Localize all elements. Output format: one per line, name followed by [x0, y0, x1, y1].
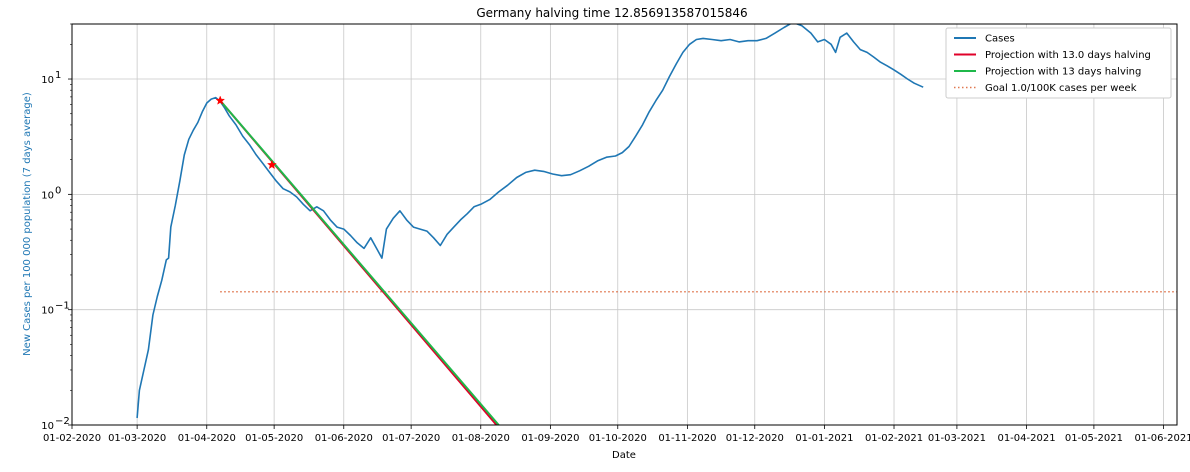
x-tick-label: 01-05-2020 — [245, 433, 303, 444]
y-tick-label: 10 — [41, 306, 54, 317]
x-tick-label: 01-02-2021 — [865, 433, 923, 444]
x-tick-label: 01-03-2021 — [928, 433, 986, 444]
x-tick-label: 01-05-2021 — [1065, 433, 1123, 444]
legend-label: Projection with 13 days halving — [985, 67, 1141, 78]
x-tick-label: 01-12-2020 — [726, 433, 784, 444]
y-tick-label: 10 — [41, 75, 54, 86]
legend-label: Cases — [985, 34, 1015, 45]
x-axis: 01-02-2020 01-03-2020 01-04-2020 01-05-2020… — [43, 425, 1190, 444]
x-tick-label: 01-06-2021 — [1134, 433, 1190, 444]
x-tick-label: 01-09-2020 — [521, 433, 579, 444]
x-tick-label: 01-03-2020 — [108, 433, 166, 444]
x-tick-label: 01-10-2020 — [589, 433, 647, 444]
x-tick-label: 01-08-2020 — [452, 433, 510, 444]
y-tick-exponent: 0 — [55, 185, 61, 196]
y-tick-exponent: −2 — [55, 416, 70, 427]
x-tick-label: 01-04-2020 — [178, 433, 236, 444]
x-tick-label: 01-11-2020 — [658, 433, 716, 444]
marker-layer — [215, 95, 277, 170]
y-tick-label: 10 — [41, 421, 54, 432]
star-marker — [215, 95, 226, 105]
x-tick-label: 01-02-2020 — [43, 433, 101, 444]
plot-frame — [71, 23, 1178, 426]
y-tick-exponent: −1 — [55, 301, 70, 312]
projection-13-line — [219, 99, 500, 425]
y-tick-label: 10 — [41, 190, 54, 201]
x-tick-label: 01-07-2020 — [382, 433, 440, 444]
y-axis-title: New Cases per 100 000 population (7 days… — [22, 92, 33, 356]
legend-label: Goal 1.0/100K cases per week — [985, 83, 1137, 94]
series-layer — [136, 24, 924, 425]
x-tick-label: 01-06-2020 — [315, 433, 373, 444]
x-tick-label: 01-04-2021 — [997, 433, 1055, 444]
legend: Cases Projection with 13.0 days halving Pr… — [945, 27, 1172, 99]
cases-line — [136, 24, 924, 419]
y-tick-exponent: 1 — [55, 70, 61, 81]
legend-label: Projection with 13.0 days halving — [985, 50, 1151, 61]
x-axis-title: Date — [612, 450, 636, 461]
chart-title: Germany halving time 12.856913587015846 — [476, 6, 747, 20]
legend-box — [945, 27, 1172, 99]
x-tick-label: 01-01-2021 — [795, 433, 853, 444]
star-marker — [266, 159, 277, 170]
